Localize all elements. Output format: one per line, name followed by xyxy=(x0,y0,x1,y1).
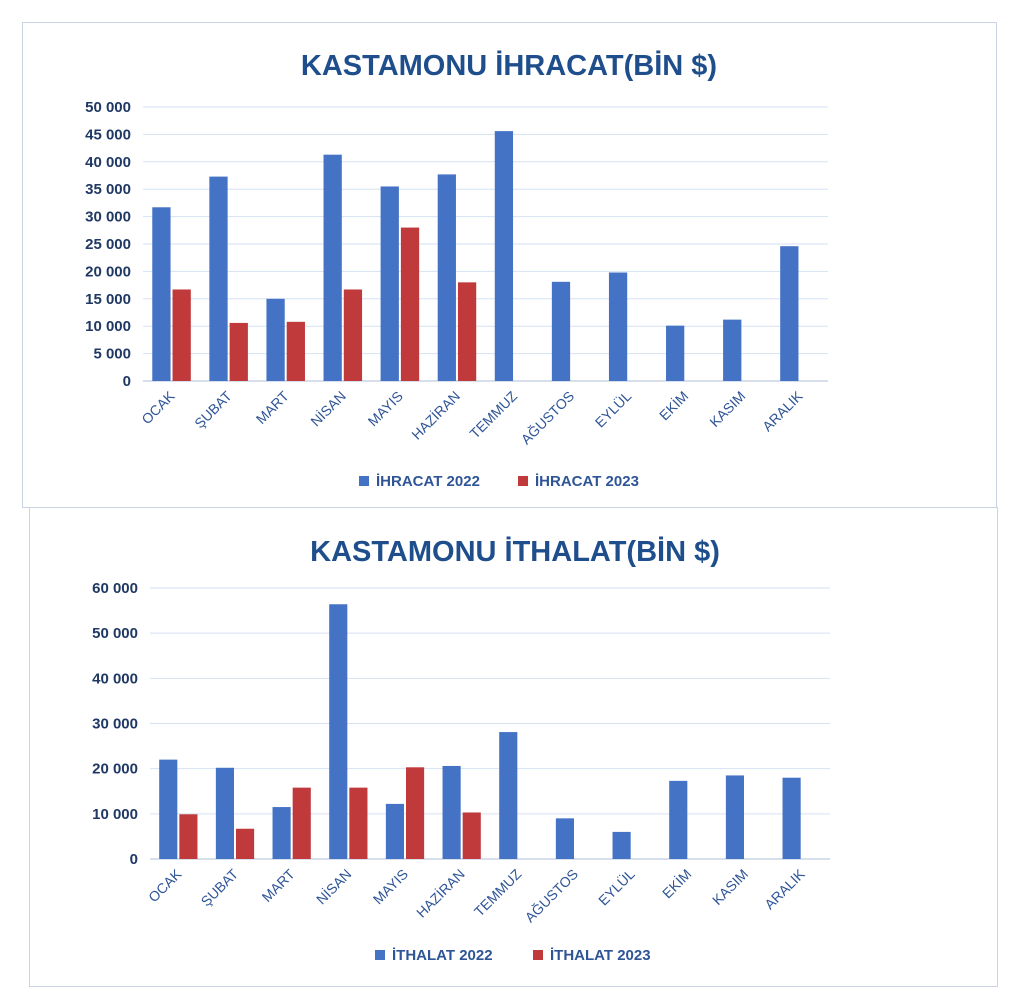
import-chart: KASTAMONU İTHALAT(BİN $) 0 10 000 20 000 30 … xyxy=(92,536,830,964)
bar-2022-10 xyxy=(723,319,742,381)
bar-2022-11 xyxy=(782,777,801,859)
bar-2022-5 xyxy=(437,174,456,381)
export-chart: KASTAMONU İHRACAT(BİN $) 0 5 000 10 000 15 0… xyxy=(85,50,828,490)
x-tick-label: MAYIS xyxy=(365,388,406,429)
bar-2022-9 xyxy=(669,780,688,859)
bar-2023-2 xyxy=(286,321,305,381)
bar-2022-7 xyxy=(551,281,571,381)
chart-title: KASTAMONU İHRACAT(BİN $) xyxy=(301,50,717,82)
x-tick-label: EYLÜL xyxy=(591,387,635,431)
x-tick-label: HAZİRAN xyxy=(412,865,467,920)
y-tick-label: 10 000 xyxy=(92,806,138,823)
y-tick-label: 25 000 xyxy=(85,236,131,253)
x-tick-label: ŞUBAT xyxy=(191,387,235,431)
y-tick-label: 15 000 xyxy=(85,291,131,308)
bar-2022-2 xyxy=(272,807,291,859)
y-tick-label: 30 000 xyxy=(92,716,138,733)
bar-2023-0 xyxy=(172,289,191,381)
x-tick-label: ARALIK xyxy=(759,387,806,434)
y-tick-label: 35 000 xyxy=(85,181,131,198)
bar-2023-1 xyxy=(236,828,255,859)
y-tick-label: 20 000 xyxy=(92,761,138,778)
export-chart-panel: KASTAMONU İHRACAT(BİN $) 0 5 000 10 000 15 0… xyxy=(22,22,997,508)
bar-2022-5 xyxy=(442,765,461,859)
x-tick-label: ARALIK xyxy=(761,865,808,912)
bar-2023-0 xyxy=(179,814,198,859)
x-tick-label: NİSAN xyxy=(312,865,354,907)
y-tick-label: 60 000 xyxy=(92,580,138,597)
legend-swatch-2022 xyxy=(359,476,369,486)
x-tick-label: AĞUSTOS xyxy=(522,866,582,926)
x-tick-label: EKİM xyxy=(655,387,691,423)
bar-2022-4 xyxy=(385,803,404,859)
bar-2022-3 xyxy=(329,604,348,859)
bar-2022-2 xyxy=(266,298,285,381)
bar-2023-5 xyxy=(462,812,481,859)
y-tick-label: 5 000 xyxy=(93,346,131,363)
y-tick-label: 50 000 xyxy=(92,625,138,642)
y-tick-label: 30 000 xyxy=(85,209,131,226)
y-tick-label: 10 000 xyxy=(85,318,131,335)
x-tick-label: KASIM xyxy=(706,388,748,430)
x-tick-label: TEMMUZ xyxy=(467,388,521,442)
bar-2022-1 xyxy=(215,767,234,859)
x-tick-label: HAZİRAN xyxy=(408,387,463,442)
bar-2022-9 xyxy=(666,325,685,381)
bar-2022-1 xyxy=(209,176,228,381)
legend-label-2023: İHRACAT 2023 xyxy=(535,473,639,490)
y-tick-label: 0 xyxy=(130,851,138,868)
x-tick-label: EKİM xyxy=(658,865,694,901)
bar-2022-6 xyxy=(499,732,518,859)
bar-2023-4 xyxy=(406,767,425,859)
x-tick-label: ŞUBAT xyxy=(198,865,242,909)
bar-2022-7 xyxy=(555,818,574,859)
x-tick-label: OCAK xyxy=(138,387,178,427)
legend-label-2023: İTHALAT 2023 xyxy=(550,947,651,964)
y-tick-label: 0 xyxy=(123,373,131,390)
x-tick-label: EYLÜL xyxy=(594,865,638,909)
x-tick-label: MAYIS xyxy=(370,866,411,907)
bar-2022-0 xyxy=(159,759,178,859)
y-tick-label: 45 000 xyxy=(85,126,131,143)
bar-2022-4 xyxy=(380,186,399,381)
bar-2022-8 xyxy=(608,272,628,381)
x-tick-label: KASIM xyxy=(709,866,751,908)
bar-2022-6 xyxy=(494,131,514,381)
y-tick-label: 40 000 xyxy=(85,154,131,171)
legend-swatch-2023 xyxy=(518,476,528,486)
x-tick-label: OCAK xyxy=(145,865,185,905)
y-tick-label: 20 000 xyxy=(85,263,131,280)
bar-2022-11 xyxy=(780,246,799,381)
bar-2023-3 xyxy=(349,787,368,859)
legend-swatch-2023 xyxy=(533,950,543,960)
bar-2022-0 xyxy=(152,207,171,381)
x-tick-label: NİSAN xyxy=(307,387,349,429)
x-tick-label: AĞUSTOS xyxy=(518,388,578,448)
y-tick-label: 50 000 xyxy=(85,99,131,116)
bar-2023-2 xyxy=(292,787,311,859)
x-tick-label: MART xyxy=(253,387,292,426)
bar-2023-5 xyxy=(457,282,477,381)
bar-2022-10 xyxy=(725,775,744,859)
legend-label-2022: İHRACAT 2022 xyxy=(376,473,480,490)
bar-2023-4 xyxy=(400,227,420,381)
bar-2022-8 xyxy=(612,831,631,859)
import-chart-panel: KASTAMONU İTHALAT(BİN $) 0 10 000 20 000 30 … xyxy=(29,507,998,987)
chart-title: KASTAMONU İTHALAT(BİN $) xyxy=(310,536,720,568)
legend-label-2022: İTHALAT 2022 xyxy=(392,947,493,964)
y-tick-label: 40 000 xyxy=(92,670,138,687)
bar-2023-1 xyxy=(229,322,248,381)
bar-2023-3 xyxy=(343,289,363,381)
legend-swatch-2022 xyxy=(375,950,385,960)
x-tick-label: MART xyxy=(259,865,298,904)
bar-2022-3 xyxy=(323,154,342,381)
x-tick-label: TEMMUZ xyxy=(471,866,525,920)
